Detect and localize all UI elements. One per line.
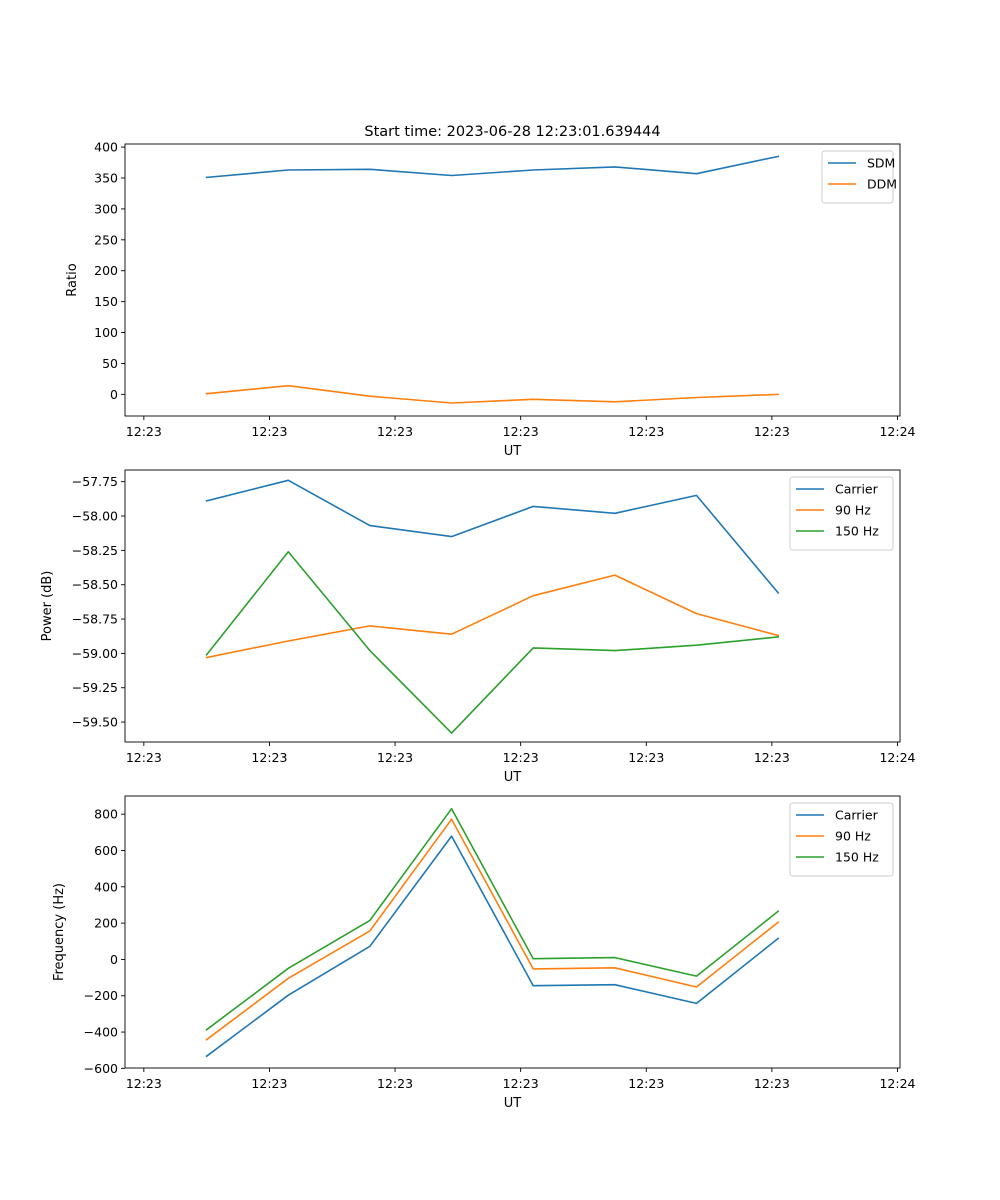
- series-line-90-hz: [205, 574, 780, 659]
- y-tick-label: 0: [110, 952, 118, 967]
- x-tick-label: 12:23: [754, 750, 790, 765]
- y-tick-label: 150: [94, 294, 118, 309]
- y-tick-label: −59.00: [72, 646, 118, 661]
- series-line-150-hz: [205, 550, 780, 734]
- y-tick-label: 250: [94, 232, 118, 247]
- legend-label: 90 Hz: [835, 829, 871, 844]
- y-tick-label: 600: [94, 843, 118, 858]
- x-tick-label: 12:23: [251, 424, 287, 439]
- legend-label: Carrier: [835, 482, 879, 497]
- x-tick-label: 12:23: [754, 1076, 790, 1091]
- x-tick-label: 12:23: [251, 1076, 287, 1091]
- charts-group: 12:23 12:23 12:23 12:23 12:23 12:23 12:24 0 50 10…: [40, 140, 916, 1111]
- y-tick-label: −600: [84, 1061, 118, 1076]
- series-line-150-hz: [205, 807, 780, 1031]
- axes-frame: [124, 795, 901, 1069]
- legend-label: DDM: [867, 177, 897, 192]
- y-tick-label: −57.75: [72, 474, 118, 489]
- x-tick-label: 12:23: [126, 424, 162, 439]
- series-line-carrier: [205, 479, 780, 595]
- y-tick-label: −59.50: [72, 715, 118, 730]
- x-tick-label: 12:23: [503, 424, 539, 439]
- y-tick-label: 50: [102, 356, 118, 371]
- axes-frame: [124, 143, 901, 417]
- y-axis-label: Frequency (Hz): [52, 883, 67, 981]
- x-tick-label: 12:23: [503, 1076, 539, 1091]
- x-tick-label: 12:23: [754, 424, 790, 439]
- x-axis-label: UT: [504, 1096, 522, 1111]
- y-tick-label: −58.75: [72, 612, 118, 627]
- y-axis-label: Ratio: [65, 263, 80, 296]
- x-axis-label: UT: [504, 770, 522, 785]
- legend: Carrier 90 Hz 150 Hz: [789, 476, 894, 551]
- x-tick-label: 12:23: [377, 424, 413, 439]
- legend-label: SDM: [867, 156, 895, 171]
- legend: Carrier 90 Hz 150 Hz: [789, 802, 894, 877]
- legend-label: 90 Hz: [835, 503, 871, 518]
- x-tick-label: 12:24: [879, 750, 915, 765]
- x-axis-label: UT: [504, 444, 522, 459]
- y-tick-label: 400: [94, 879, 118, 894]
- series-line-90-hz: [205, 818, 780, 1041]
- figure-title: Start time: 2023-06-28 12:23:01.639444: [364, 124, 660, 140]
- y-axis-label: Power (dB): [40, 571, 55, 642]
- x-tick-label: 12:23: [503, 750, 539, 765]
- y-tick-label: 100: [94, 325, 118, 340]
- x-tick-label: 12:23: [126, 1076, 162, 1091]
- series-line-carrier: [205, 835, 780, 1058]
- y-tick-label: 200: [94, 916, 118, 931]
- x-tick-label: 12:24: [879, 1076, 915, 1091]
- subplot-3: 12:23 12:23 12:23 12:23 12:23 12:23 12:24 −600 −…: [52, 795, 916, 1111]
- axes-frame: [124, 469, 901, 743]
- x-tick-label: 12:23: [377, 1076, 413, 1091]
- series-line-ddm: [205, 384, 780, 404]
- subplot-2: 12:23 12:23 12:23 12:23 12:23 12:23 12:24 −59.5…: [40, 469, 916, 785]
- y-tick-label: 0: [110, 387, 118, 402]
- x-tick-label: 12:23: [628, 750, 664, 765]
- x-tick-label: 12:23: [628, 424, 664, 439]
- legend-label: 150 Hz: [835, 524, 879, 539]
- legend: SDM DDM: [821, 150, 897, 204]
- y-tick-label: −200: [84, 988, 118, 1003]
- series-line-sdm: [205, 155, 780, 179]
- x-tick-label: 12:23: [628, 1076, 664, 1091]
- y-tick-label: −58.25: [72, 543, 118, 558]
- y-tick-label: −58.50: [72, 577, 118, 592]
- subplot-1: 12:23 12:23 12:23 12:23 12:23 12:23 12:24 0 50 10…: [65, 140, 916, 459]
- y-tick-label: 400: [94, 140, 118, 155]
- y-tick-label: 350: [94, 171, 118, 186]
- legend-label: Carrier: [835, 808, 879, 823]
- x-tick-label: 12:23: [251, 750, 287, 765]
- y-tick-label: −58.00: [72, 509, 118, 524]
- y-tick-label: 300: [94, 201, 118, 216]
- x-tick-label: 12:23: [126, 750, 162, 765]
- y-tick-label: 200: [94, 263, 118, 278]
- x-tick-label: 12:23: [377, 750, 413, 765]
- legend-label: 150 Hz: [835, 850, 879, 865]
- legend-box: [821, 150, 894, 204]
- y-tick-label: 800: [94, 807, 118, 822]
- x-tick-label: 12:24: [879, 424, 915, 439]
- y-tick-label: −59.25: [72, 680, 118, 695]
- y-tick-label: −400: [84, 1025, 118, 1040]
